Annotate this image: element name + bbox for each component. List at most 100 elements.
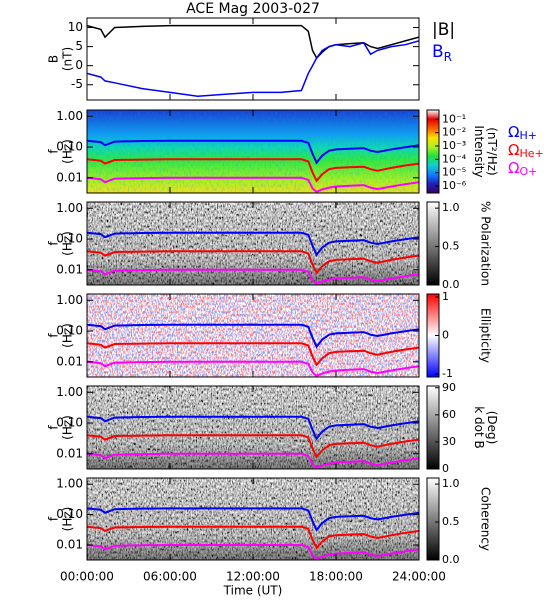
colorbar-label: Coherency	[479, 487, 493, 551]
line	[87, 40, 419, 97]
gyrofrequency-line	[87, 231, 419, 257]
colorbar-label: Ellipticity	[479, 308, 493, 363]
gyrofrequency-line	[87, 323, 419, 349]
gyrofrequency-line	[87, 360, 419, 377]
y-axis-label: B	[47, 55, 61, 63]
y-tick-label: 0.01	[56, 354, 83, 368]
plot-area	[87, 294, 419, 377]
colorbar	[426, 477, 440, 561]
gyrofrequency-line	[87, 268, 419, 285]
colorbar-tick-label: 1.0	[442, 477, 460, 490]
colorbar-label: Intensity	[472, 125, 486, 177]
y-tick-label: 1.00	[56, 293, 83, 307]
y-axis-label: (Hz)	[61, 507, 75, 532]
y-axis-label: f	[47, 425, 61, 430]
legend-entry: ΩHe+	[508, 141, 544, 161]
y-tick-label: 0.01	[56, 446, 83, 460]
y-axis-label: (nT)	[61, 47, 75, 71]
y-tick-label: 0.01	[56, 537, 83, 551]
legend-entry: BR	[432, 42, 452, 64]
y-axis-label: (Hz)	[61, 323, 75, 348]
legend-entry: ΩO+	[508, 159, 537, 179]
y-tick-label: -5	[71, 77, 83, 91]
colorbar-tick-label: 0.0	[442, 553, 460, 566]
y-axis-label: f	[47, 516, 61, 521]
legend-name: Ω	[508, 123, 519, 141]
colorbar-label: % Polarization	[479, 201, 493, 286]
legend-name: B	[432, 42, 444, 62]
y-tick-label: 0	[75, 58, 83, 72]
colorbar-tick-label: 0.0	[442, 278, 460, 291]
colorbar-tick-label: 10⁻¹	[442, 112, 466, 125]
gyrofrequency-line	[87, 176, 419, 193]
colorbar-tick-label: 30	[442, 435, 456, 448]
gyrofrequency-line	[87, 415, 419, 441]
colorbar-tick-label: 10⁻⁵	[442, 166, 466, 179]
gyrofrequency-line	[87, 139, 419, 165]
y-tick-label: 0.01	[56, 170, 83, 184]
gyrofrequency-line	[87, 250, 419, 275]
colorbar-tick-label: -1	[442, 367, 453, 380]
y-axis-label: (Hz)	[61, 415, 75, 440]
colorbar	[426, 201, 440, 286]
y-tick-label: 0.10	[56, 324, 83, 338]
y-axis-label: f	[47, 149, 61, 154]
y-tick-label: 0.10	[56, 507, 83, 521]
x-tick-label: 24:00:00	[392, 570, 446, 584]
gyrofrequency-line	[87, 544, 419, 560]
colorbar-tick-label: 10⁻²	[442, 126, 466, 139]
colorbar-label: (Deg)	[485, 411, 499, 445]
colorbar-tick-label: 10⁻⁶	[442, 179, 467, 192]
y-tick-label: 0.10	[56, 140, 83, 154]
gyrofrequency-line	[87, 342, 419, 367]
gyrofrequency-line	[87, 158, 419, 183]
x-tick-label: 06:00:00	[143, 570, 197, 584]
plot-area	[87, 110, 419, 193]
colorbar-tick-label: 60	[442, 408, 456, 421]
y-tick-label: 1.00	[56, 385, 83, 399]
gyrofrequency-line	[87, 452, 419, 469]
gyrofrequency-line	[87, 525, 419, 550]
legend-subscript: R	[444, 50, 452, 64]
y-tick-label: 0.10	[56, 232, 83, 246]
colorbar-label: (nT²/Hz)	[485, 127, 499, 175]
chart-title: ACE Mag 2003-027	[186, 1, 320, 17]
colorbar-tick-label: 1.0	[442, 201, 460, 214]
legend-entry: ΩH+	[508, 123, 537, 143]
y-axis-label: f	[47, 241, 61, 246]
x-tick-label: 18:00:00	[309, 570, 363, 584]
spectrogram-shade	[87, 386, 419, 469]
colorbar-tick-label: 1	[442, 290, 449, 303]
y-axis-label: (Hz)	[61, 231, 75, 256]
legend-entry: |B|	[432, 20, 455, 40]
y-axis-label: f	[47, 333, 61, 338]
colorbar-tick-label: 0.5	[442, 515, 460, 528]
colorbar-tick-label: 90	[442, 381, 456, 394]
y-tick-label: 10	[68, 20, 83, 34]
spectrogram-texture	[87, 110, 419, 193]
legend-subscript: O+	[519, 165, 537, 178]
legend-name: Ω	[508, 141, 519, 159]
plot-area	[87, 386, 419, 469]
colorbar	[426, 109, 440, 194]
colorbar-tick-label: 0.5	[442, 240, 460, 253]
plot-area	[87, 478, 419, 560]
spectrogram-texture	[87, 294, 419, 377]
y-tick-label: 1.00	[56, 477, 83, 491]
y-tick-label: 1.00	[56, 201, 83, 215]
x-tick-label: 00:00:00	[60, 570, 114, 584]
x-axis-label: Time (UT)	[223, 584, 283, 598]
gyrofrequency-line	[87, 434, 419, 459]
legend-subscript: He+	[519, 147, 543, 160]
legend-name: |B|	[432, 20, 455, 40]
colorbar-tick-label: 0	[442, 462, 449, 475]
colorbar-label: k dot B	[472, 406, 486, 448]
colorbar-tick-label: 10⁻³	[442, 139, 466, 152]
x-tick-label: 12:00:00	[226, 570, 280, 584]
y-tick-label: 0.10	[56, 416, 83, 430]
gyrofrequency-line	[87, 507, 419, 532]
line	[87, 24, 419, 60]
colorbar-tick-label: 10⁻⁴	[442, 152, 467, 165]
colorbar-tick-label: 0	[442, 329, 449, 342]
